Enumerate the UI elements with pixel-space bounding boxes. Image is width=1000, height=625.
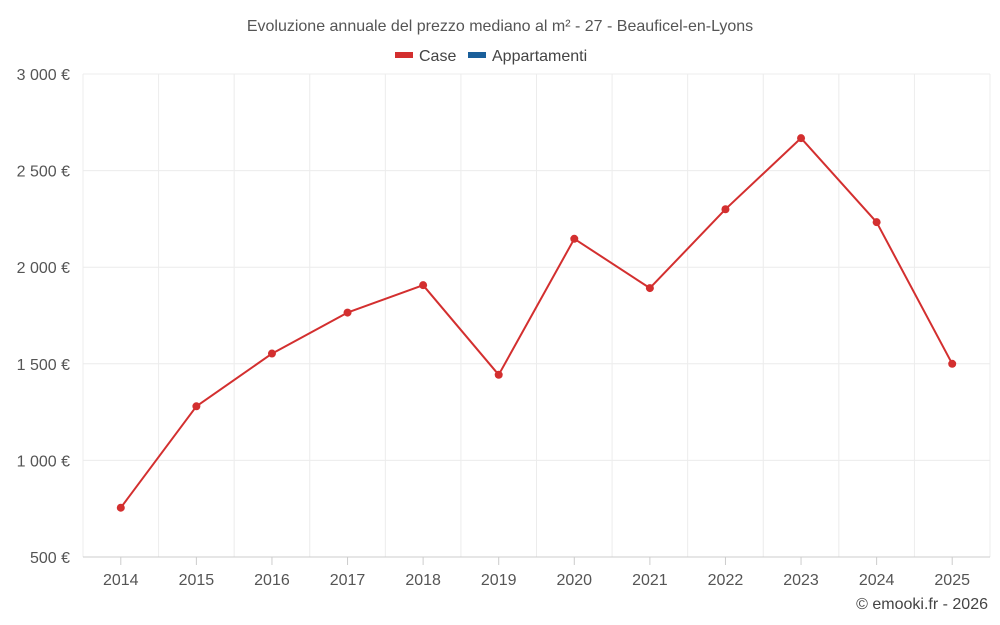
data-point-case[interactable] xyxy=(570,234,579,243)
data-point-case[interactable] xyxy=(872,218,881,227)
credit-text: © emooki.fr - 2026 xyxy=(856,596,988,613)
data-point-case[interactable] xyxy=(948,359,957,368)
x-tick-label: 2017 xyxy=(330,572,366,589)
legend-label-case: Case xyxy=(419,48,456,65)
legend-swatch-case xyxy=(395,52,413,58)
data-point-case[interactable] xyxy=(192,402,201,411)
x-tick-label: 2025 xyxy=(934,572,970,589)
x-tick-label: 2020 xyxy=(556,572,592,589)
legend-swatch-appartamenti xyxy=(468,52,486,58)
data-point-case[interactable] xyxy=(721,205,730,214)
y-axis: 500 € 1 000 € 1 500 € 2 000 € 2 500 € 3 000 € xyxy=(17,67,70,567)
y-tick-label: 500 € xyxy=(30,550,70,567)
legend: Case Appartamenti xyxy=(395,48,587,65)
data-point-case[interactable] xyxy=(645,284,654,293)
x-axis: 2014 2015 2016 2017 2018 2019 2020 2021 2022 2023… xyxy=(83,556,990,589)
data-point-case[interactable] xyxy=(797,134,806,143)
x-tick-label: 2019 xyxy=(481,572,517,589)
data-point-case[interactable] xyxy=(494,370,503,379)
data-point-case[interactable] xyxy=(267,349,276,358)
x-tick-label: 2024 xyxy=(859,572,895,589)
y-tick-label: 1 500 € xyxy=(17,357,70,374)
x-tick-label: 2023 xyxy=(783,572,819,589)
chart-title: Evoluzione annuale del prezzo mediano al… xyxy=(247,18,753,35)
y-tick-label: 3 000 € xyxy=(17,67,70,84)
x-tick-label: 2014 xyxy=(103,572,139,589)
data-point-case[interactable] xyxy=(343,308,352,317)
grid xyxy=(82,73,991,558)
y-tick-label: 1 000 € xyxy=(17,453,70,470)
y-tick-label: 2 500 € xyxy=(17,164,70,181)
series-line-case xyxy=(119,137,954,509)
legend-item-appartamenti[interactable]: Appartamenti xyxy=(468,48,587,65)
data-point-case[interactable] xyxy=(116,503,125,512)
legend-item-case[interactable]: Case xyxy=(395,48,456,65)
x-tick-label: 2021 xyxy=(632,572,668,589)
series-case xyxy=(116,134,957,512)
x-tick-label: 2016 xyxy=(254,572,290,589)
legend-label-appartamenti: Appartamenti xyxy=(492,48,587,65)
x-tick-label: 2018 xyxy=(405,572,441,589)
data-point-case[interactable] xyxy=(419,281,428,290)
y-tick-label: 2 000 € xyxy=(17,260,70,277)
x-tick-label: 2015 xyxy=(179,572,215,589)
x-tick-label: 2022 xyxy=(708,572,744,589)
